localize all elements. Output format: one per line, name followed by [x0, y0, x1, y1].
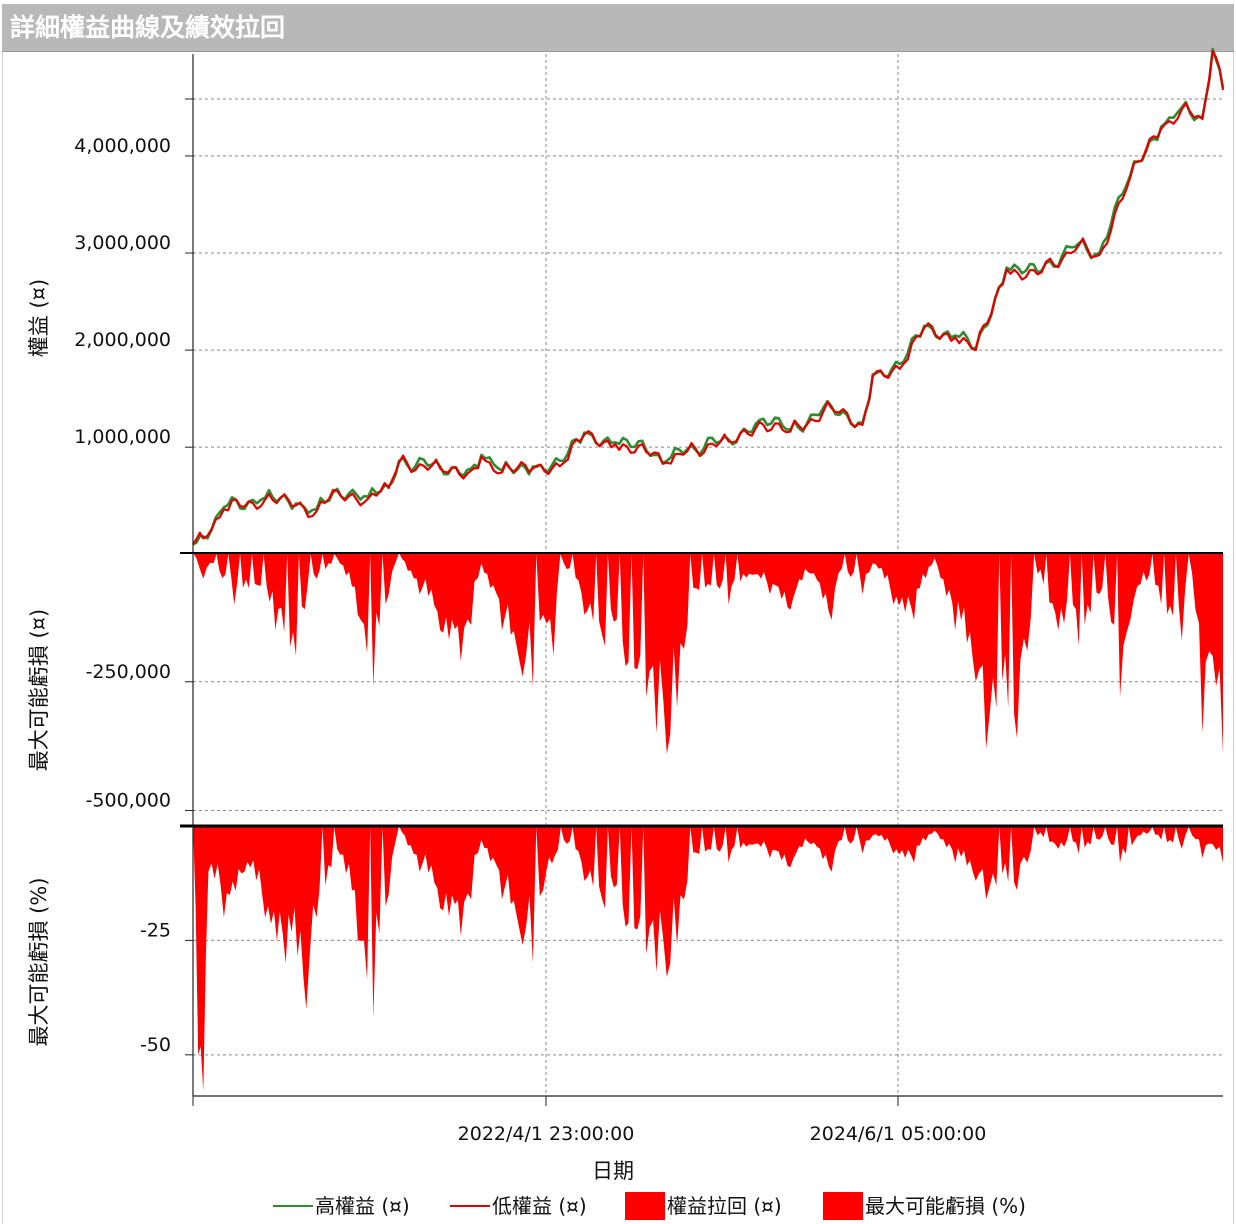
- x-tick-label: 2024/6/1 05:00:00: [810, 1123, 987, 1145]
- legend-item: 低權益 (¤): [450, 1194, 587, 1218]
- legend-swatch-box: [823, 1192, 863, 1220]
- window-border-left: [2, 52, 3, 1224]
- legend-label: 高權益 (¤): [315, 1194, 410, 1218]
- y-tick-label: -50: [140, 1034, 171, 1056]
- y-axis-label: 權益 (¤): [27, 279, 51, 357]
- legend-item: 高權益 (¤): [273, 1194, 410, 1218]
- y-tick-label: 4,000,000: [74, 135, 171, 157]
- y-tick-label: 3,000,000: [74, 232, 171, 254]
- legend: 高權益 (¤) 低權益 (¤) 權益拉回 (¤) 最大可能虧損 (%): [273, 1192, 1026, 1220]
- x-tick-label: 2022/4/1 23:00:00: [458, 1123, 635, 1145]
- y-tick-label: -250,000: [86, 661, 171, 683]
- x-axis-label: 日期: [592, 1159, 634, 1183]
- y-axis-label: 最大可能虧損 (¤): [27, 609, 51, 771]
- legend-label: 最大可能虧損 (%): [865, 1194, 1026, 1218]
- legend-item: 權益拉回 (¤): [625, 1192, 782, 1220]
- y-tick-label: 1,000,000: [74, 426, 171, 448]
- y-axis-label: 最大可能虧損 (%): [27, 877, 51, 1046]
- drawdown-area: [193, 553, 1223, 754]
- window-title: 詳細權益曲線及績效拉回: [2, 4, 1234, 52]
- window-border-right: [1233, 52, 1234, 1224]
- high-equity-line: [192, 47, 1225, 546]
- text-layer: 1,000,000 2,000,000 3,000,000 4,000,000 權益 (…: [27, 135, 986, 1183]
- axes-layer: [180, 54, 1223, 1106]
- legend-label: 權益拉回 (¤): [667, 1194, 782, 1218]
- low-equity-line: [192, 50, 1225, 545]
- drawdown-pct-area: [193, 826, 1223, 1092]
- legend-item: 最大可能虧損 (%): [823, 1192, 1026, 1220]
- legend-swatch-box: [625, 1192, 665, 1220]
- y-tick-label: 2,000,000: [74, 329, 171, 351]
- data-layer: [192, 47, 1225, 1092]
- y-tick-label: -500,000: [86, 790, 171, 812]
- legend-label: 低權益 (¤): [492, 1194, 587, 1218]
- y-tick-label: -25: [140, 919, 171, 941]
